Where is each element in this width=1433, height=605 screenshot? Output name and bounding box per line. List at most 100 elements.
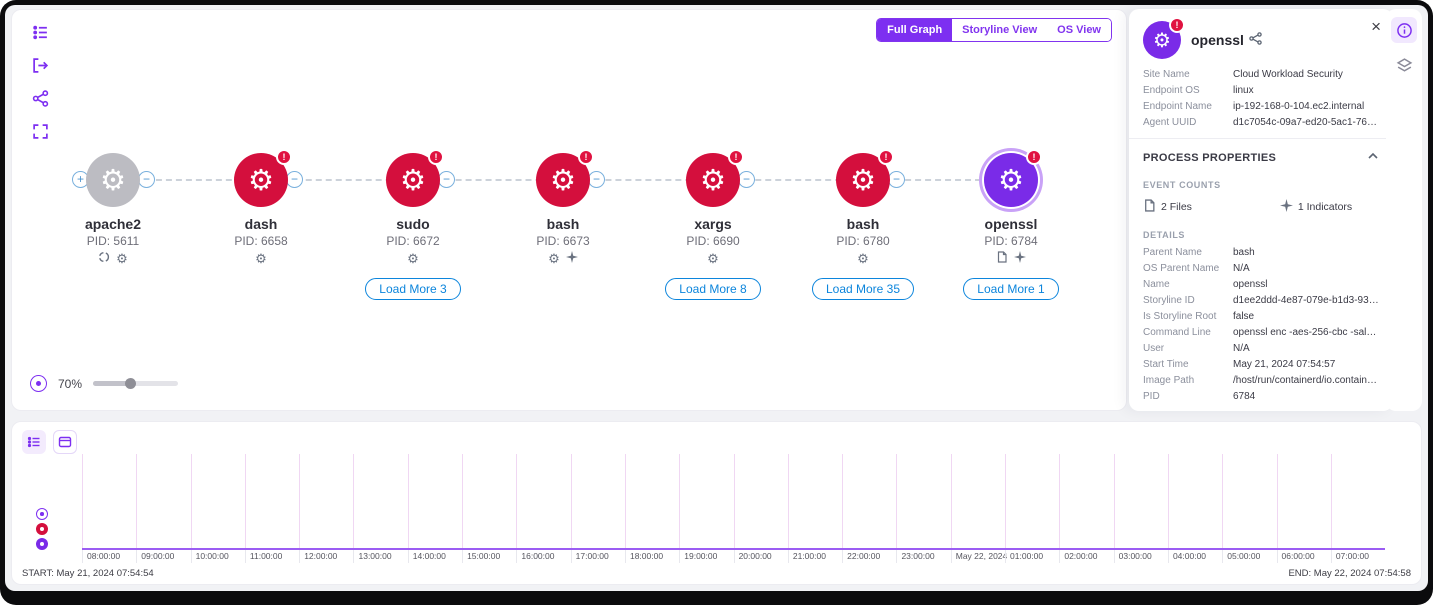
- gear-icon: ⚙: [700, 164, 726, 197]
- timeline-card-view-icon[interactable]: [53, 430, 77, 454]
- node-list-icon[interactable]: [28, 20, 52, 44]
- grid-column: 20:00:00: [733, 454, 788, 563]
- share-icon[interactable]: [28, 86, 52, 110]
- process-pid: PID: 6784: [984, 234, 1038, 248]
- detail-row: User N/A: [1143, 343, 1379, 354]
- field-value: Cloud Workload Security: [1233, 69, 1343, 80]
- process-node-bash: ⚙! bash PID: 6673 ⚙: [493, 149, 633, 266]
- field-label: Command Line: [1143, 327, 1211, 338]
- container-icon: [98, 251, 110, 266]
- timeline-toolbar: [22, 430, 77, 454]
- tick-label: 03:00:00: [1113, 550, 1152, 563]
- process-circle[interactable]: ⚙: [86, 153, 140, 207]
- grid-column: 01:00:00: [1005, 454, 1059, 563]
- app-background: Full Graph Storyline View OS View + − − …: [5, 5, 1428, 591]
- load-more-button[interactable]: Load More 35: [811, 278, 915, 300]
- info-icon[interactable]: [1391, 17, 1417, 43]
- process-node-openssl: ⚙! openssl PID: 6784 Load More 1: [941, 149, 1081, 300]
- tick-label: 02:00:00: [1059, 550, 1097, 563]
- process-circle[interactable]: ⚙!: [386, 149, 444, 207]
- load-more-button[interactable]: Load More 8: [665, 278, 761, 300]
- process-circle[interactable]: ⚙!: [234, 149, 292, 207]
- event-counts-row: 2 Files 1 Indicators: [1143, 199, 1379, 215]
- grid-column: 18:00:00: [624, 454, 679, 563]
- grid-column: 17:00:00: [570, 454, 625, 563]
- process-name: bash: [546, 216, 580, 232]
- view-toggle: Full Graph Storyline View OS View: [876, 18, 1112, 42]
- load-more-button[interactable]: Load More 3: [365, 278, 461, 300]
- gear-icon: ⚙: [116, 250, 128, 266]
- process-properties-header[interactable]: PROCESS PROPERTIES: [1143, 149, 1379, 167]
- lane-node-purple-ring-icon[interactable]: [36, 508, 48, 520]
- grid-column: 06:00:00: [1276, 454, 1331, 563]
- summary-row: Site Name Cloud Workload Security: [1143, 69, 1379, 80]
- lane-node-purple-icon[interactable]: [36, 538, 48, 550]
- tick-label: 10:00:00: [190, 550, 229, 563]
- recenter-icon[interactable]: [30, 375, 47, 392]
- tick-label: 13:00:00: [353, 550, 392, 563]
- field-label: Endpoint Name: [1143, 101, 1212, 112]
- tab-os-view[interactable]: OS View: [1047, 19, 1111, 41]
- grid-column: 04:00:00: [1167, 454, 1222, 563]
- process-circle[interactable]: ⚙!: [686, 149, 744, 207]
- detail-row: Name openssl: [1143, 279, 1379, 290]
- gear-icon: ⚙: [850, 164, 876, 197]
- process-circle[interactable]: ⚙!: [984, 149, 1042, 207]
- process-circle[interactable]: ⚙!: [536, 149, 594, 207]
- storyline-icon[interactable]: [1249, 32, 1262, 48]
- timeline-start: START: May 21, 2024 07:54:54: [22, 568, 154, 579]
- detail-row: Is Storyline Root false: [1143, 311, 1379, 322]
- tab-full-graph[interactable]: Full Graph: [877, 19, 953, 41]
- process-node-bash2: ⚙! bash PID: 6780 ⚙ Load More 35: [793, 149, 933, 300]
- grid-column: 10:00:00: [190, 454, 245, 563]
- field-label: OS Parent Name: [1143, 263, 1220, 274]
- exit-graph-icon[interactable]: [28, 53, 52, 77]
- event-count-label: 1 Indicators: [1297, 201, 1353, 213]
- field-value: N/A: [1233, 343, 1250, 354]
- load-more-button[interactable]: Load More 1: [963, 278, 1059, 300]
- close-icon[interactable]: ×: [1371, 17, 1381, 36]
- field-label: PID: [1143, 391, 1160, 402]
- zoom-percent: 70%: [58, 376, 83, 391]
- tick-label: 15:00:00: [462, 550, 500, 563]
- layers-icon[interactable]: [1391, 52, 1417, 78]
- collapse-connector[interactable]: −: [138, 171, 155, 188]
- zoom-slider[interactable]: [93, 377, 179, 389]
- gear-icon: ⚙: [407, 250, 419, 266]
- fullscreen-icon[interactable]: [28, 119, 52, 143]
- event-count-indicators[interactable]: 1 Indicators: [1279, 199, 1353, 215]
- file-icon: [1143, 199, 1156, 215]
- alert-badge: !: [1026, 149, 1042, 165]
- field-value: bash: [1233, 247, 1255, 258]
- process-circle[interactable]: ⚙!: [836, 149, 894, 207]
- tick-label: May 22, 2024: [950, 550, 1007, 563]
- timeline-chart[interactable]: 08:00:00 09:00:00 10:00:00 11:00:00 12:0…: [82, 454, 1385, 563]
- lane-node-red-icon[interactable]: [36, 523, 48, 535]
- event-count-files[interactable]: 2 Files: [1143, 199, 1280, 215]
- gear-icon: ⚙: [248, 164, 274, 197]
- alert-badge: !: [428, 149, 444, 165]
- grid-column: 11:00:00: [244, 454, 299, 563]
- tick-label: 22:00:00: [842, 550, 880, 563]
- tick-label: 16:00:00: [516, 550, 554, 563]
- process-graph-canvas[interactable]: Full Graph Storyline View OS View + − − …: [11, 9, 1127, 411]
- summary-row: Endpoint Name ip-192-168-0-104.ec2.intern…: [1143, 101, 1379, 112]
- grid-column: 21:00:00: [787, 454, 842, 563]
- tick-label: 09:00:00: [136, 550, 174, 563]
- tick-label: 21:00:00: [787, 550, 826, 563]
- gear-icon: ⚙: [255, 250, 267, 266]
- collapse-connector[interactable]: −: [438, 171, 455, 188]
- process-name: sudo: [396, 216, 430, 232]
- detail-row: Storyline ID d1ee2ddd-4e87-079e-b1d3-93b9…: [1143, 295, 1379, 306]
- tick-label: 19:00:00: [679, 550, 717, 563]
- grid-column: 02:00:00: [1059, 454, 1113, 563]
- grid-column: 13:00:00: [353, 454, 407, 563]
- timeline-list-icon[interactable]: [22, 430, 46, 454]
- grid-column: 19:00:00: [679, 454, 733, 563]
- indicator-icon: [565, 251, 578, 266]
- tab-storyline-view[interactable]: Storyline View: [952, 19, 1048, 41]
- process-name: dash: [244, 216, 278, 232]
- process-name: openssl: [984, 216, 1038, 232]
- zoom-slider-handle[interactable]: [125, 377, 137, 389]
- chevron-up-icon: [1367, 149, 1379, 167]
